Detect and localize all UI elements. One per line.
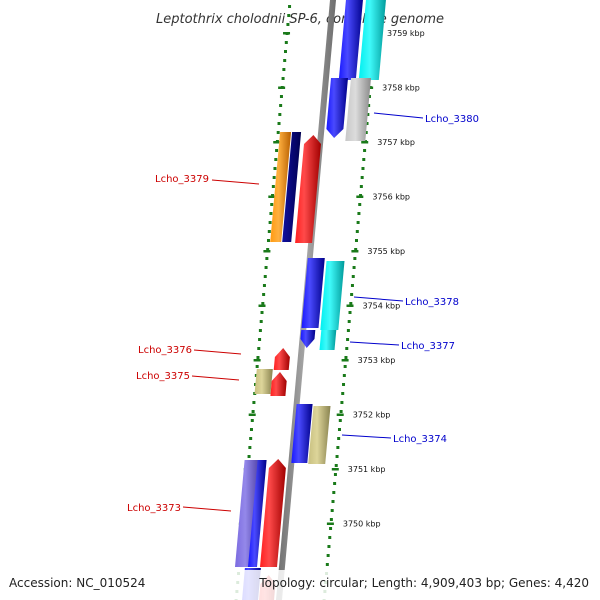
tick-label: 3755 kbp [367,247,405,256]
tick-3753: 3753 kbp [253,356,396,365]
cds-lcho-3376[interactable] [273,348,290,370]
gene-label-lcho-3380[interactable]: Lcho_3380 [425,114,479,125]
leader-lcho-3373 [182,506,232,512]
tick-label: 3757 kbp [377,138,415,147]
gene-label-lcho-3379[interactable]: Lcho_3379 [155,174,209,185]
cds-lcho-3373[interactable] [260,459,286,567]
tick-label: 3750 kbp [343,520,381,529]
gene-labels: Lcho_3380 Lcho_3379 Lcho_3378 Lcho_3377 … [127,114,479,514]
cds-lcho-3380[interactable] [326,78,348,138]
gene-label-lcho-3378[interactable]: Lcho_3378 [405,297,459,308]
tick-label: 3751 kbp [348,465,386,474]
topology-text: Topology: circular; Length: 4,909,403 bp… [258,576,589,590]
tick-3754: 3754 kbp [258,302,401,311]
accession-text: Accession: NC_010524 [9,576,145,590]
tick-label: 3759 kbp [387,29,425,38]
gene-label-lcho-3376[interactable]: Lcho_3376 [138,345,192,356]
cds-lcho-3375[interactable] [270,372,287,396]
footer: Accession: NC_010524 Topology: circular;… [0,570,600,600]
gene-features [235,0,386,600]
gene-lcho-3380-outer[interactable] [345,78,371,141]
cds-lcho-3378[interactable] [301,258,325,328]
tick-3757: 3757 kbp [273,138,415,147]
gene-lcho-3379-mid[interactable] [282,132,302,242]
tick-label: 3754 kbp [363,302,401,311]
leader-lcho-3374 [341,434,392,439]
gene-lcho-3374-outer[interactable] [308,406,331,464]
gene-lcho-3381-outer[interactable] [358,0,387,80]
tick-label: 3756 kbp [372,193,410,202]
leader-lcho-3378 [353,296,404,302]
cds-lcho-3377[interactable] [300,330,316,348]
gene-label-lcho-3373[interactable]: Lcho_3373 [127,503,181,514]
cds-lcho-3381[interactable] [338,0,364,80]
gene-lcho-3378-outer[interactable] [320,261,345,330]
cds-lcho-3374[interactable] [291,404,313,463]
cds-lcho-3373-inner[interactable] [248,460,267,567]
label-leaders [182,112,424,512]
gene-lcho-3373-outer[interactable] [235,460,261,567]
tick-3755: 3755 kbp [263,247,405,256]
leader-lcho-3377 [349,341,400,346]
tick-label: 3753 kbp [358,356,396,365]
leader-lcho-3380 [373,112,424,119]
leader-lcho-3379 [211,179,260,185]
gene-lcho-3377-outer[interactable] [319,330,337,350]
leader-lcho-3375 [191,375,240,381]
tick-3756: 3756 kbp [268,193,410,202]
cds-lcho-3379[interactable] [295,135,321,243]
tick-label: 3752 kbp [353,411,391,420]
gene-label-lcho-3374[interactable]: Lcho_3374 [393,434,447,445]
tick-label: 3758 kbp [382,84,420,93]
map-title: Leptothrix cholodnii SP-6, complete geno… [156,12,444,27]
leader-lcho-3376 [193,349,242,355]
gene-lcho-3375-outer[interactable] [254,369,273,394]
gene-label-lcho-3377[interactable]: Lcho_3377 [401,341,455,352]
gene-lcho-3379-outer[interactable] [270,132,292,242]
gene-label-lcho-3375[interactable]: Lcho_3375 [136,371,190,382]
tick-3758: 3758 kbp [278,84,420,93]
tick-3752: 3752 kbp [248,411,391,420]
